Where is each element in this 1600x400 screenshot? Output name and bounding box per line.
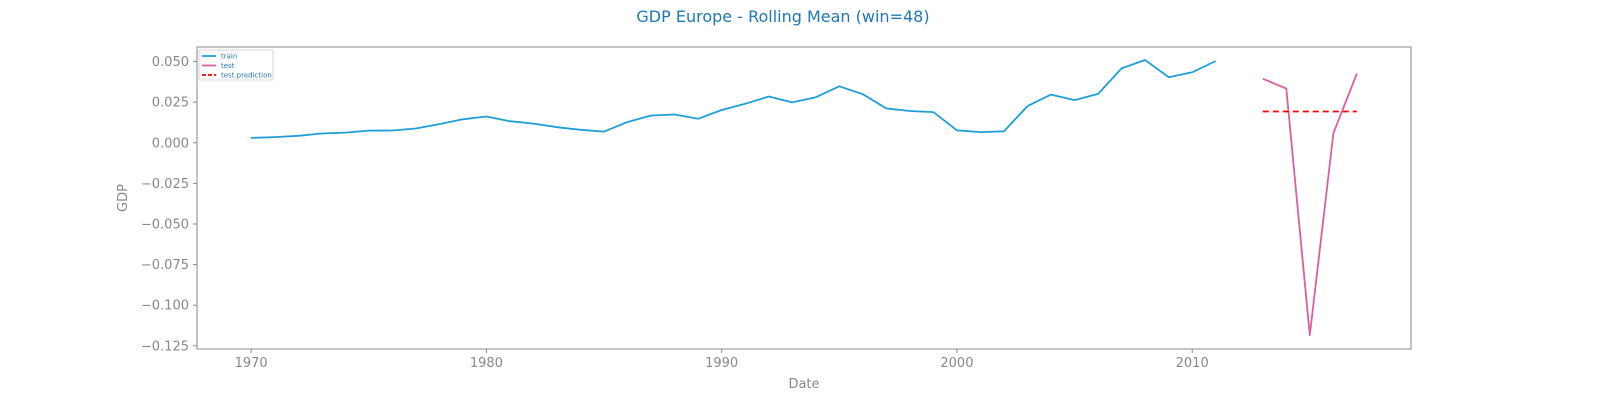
y-tick-label: −0.075 [141, 258, 189, 273]
y-axis-label: GDP [116, 184, 131, 212]
x-tick-label: 1990 [705, 356, 738, 371]
legend-box [198, 49, 274, 81]
series-layer [251, 59, 1358, 337]
legend-label: test [221, 62, 235, 70]
chart-title: GDP Europe - Rolling Mean (win=48) [636, 7, 929, 26]
series-line-test [1262, 73, 1358, 337]
y-tick-label: −0.125 [141, 339, 189, 354]
y-tick-label: 0.050 [152, 55, 189, 70]
y-axis: −0.125 −0.100 −0.075 −0.050 −0.025 0.000 0.025… [141, 55, 197, 354]
x-tick-label: 2000 [940, 356, 973, 371]
x-tick-label: 2010 [1176, 356, 1209, 371]
y-tick-label: 0.025 [152, 96, 189, 111]
y-tick-label: −0.050 [141, 217, 189, 232]
plot-area [196, 46, 1412, 350]
legend-label: train [221, 53, 237, 61]
series-line-train [251, 59, 1217, 139]
y-tick-label: 0.000 [152, 136, 189, 151]
x-tick-label: 1980 [470, 356, 503, 371]
y-tick-label: −0.100 [141, 299, 189, 314]
x-tick-label: 1970 [235, 356, 268, 371]
x-axis: 1970 1980 1990 2000 2010 [235, 349, 1209, 371]
y-tick-label: −0.025 [141, 177, 189, 192]
x-axis-label: Date [788, 377, 819, 392]
legend-label: test prediction [221, 72, 272, 80]
